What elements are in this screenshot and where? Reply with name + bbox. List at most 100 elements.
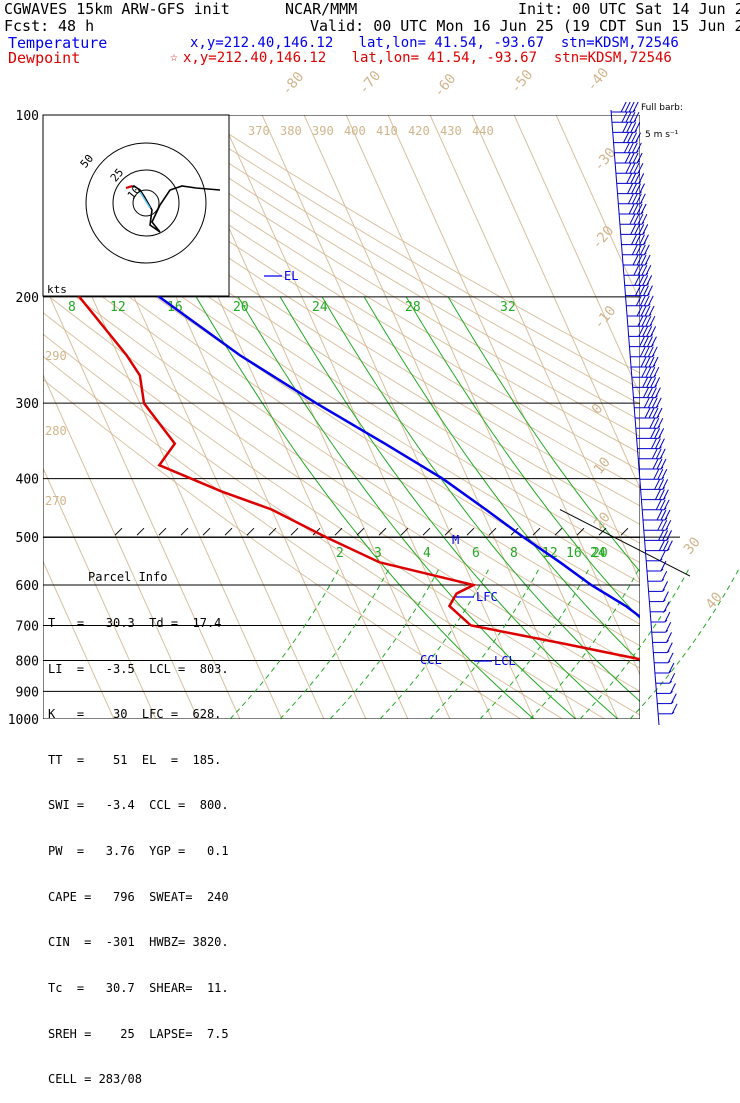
barb-feather (626, 173, 633, 184)
dry-adiabat (43, 312, 640, 716)
isotherm (43, 373, 199, 719)
barb-feather (633, 111, 640, 123)
barb-feather (664, 509, 671, 521)
isotherm (513, 115, 640, 396)
barb-feather (650, 387, 657, 398)
barb-feather (627, 132, 633, 143)
barb-feather (671, 703, 678, 715)
pressure-tick-label: 400 (16, 473, 39, 488)
barb-feather (670, 683, 676, 694)
barb-feather (631, 132, 637, 143)
mixing-ratio-line (447, 296, 640, 573)
barb-feather (662, 581, 668, 592)
barb-feather (631, 193, 638, 205)
pressure-tick-label: 100 (16, 109, 39, 124)
barb-feather (641, 264, 648, 276)
barb-feather (665, 621, 672, 633)
barb-feather (637, 315, 644, 327)
isotherm-label: -20 (589, 223, 618, 253)
barb-feather (646, 387, 653, 398)
hodograph-trace (125, 185, 221, 233)
isotherm-label: -60 (431, 71, 460, 101)
pressure-tick-label: 500 (16, 531, 39, 546)
barb-feather (655, 499, 662, 511)
dry-adiabat (133, 115, 640, 421)
hodograph-ring (85, 142, 207, 264)
dry-adiabat (43, 271, 640, 669)
barb-feather (636, 254, 643, 266)
tick-hatch (532, 527, 541, 536)
barb-feather (630, 173, 637, 184)
barb-legend-line2: 5 m s⁻¹ (645, 130, 679, 140)
parcel-row: SWI = -3.4 CCL = 800. (48, 798, 229, 813)
barb-feather (638, 173, 645, 184)
barb-feather (650, 438, 657, 449)
barb-feather (633, 264, 640, 276)
parcel-row: T = 30.3 Td = 17.4 (48, 616, 222, 631)
fcst-value: 48 h (58, 17, 95, 35)
barb-feather (658, 530, 665, 541)
barb-feather (633, 162, 640, 174)
init-time: Init: 00 UTC Sat 14 Jun 25 (518, 0, 740, 18)
barb-feather (654, 387, 661, 398)
barb-feather (641, 366, 648, 378)
wind-barb (657, 693, 677, 705)
dry-adiabat (43, 160, 640, 544)
wind-barb (611, 101, 639, 113)
barb-feather (650, 326, 657, 337)
barb-feather (638, 326, 645, 337)
lower-mixing-ratio-line (529, 566, 641, 720)
wind-barb (611, 111, 640, 123)
isotherm (43, 466, 157, 719)
wind-barb (619, 203, 647, 215)
barb-feather (651, 346, 658, 358)
barb-feather (653, 417, 660, 429)
mixing-ratio-label: 28 (405, 300, 421, 315)
barb-feather (635, 295, 642, 307)
barb-feather (661, 519, 668, 531)
barb-feather (648, 356, 655, 368)
barb-feather (646, 275, 653, 286)
isotherm-label: 20 (591, 509, 614, 532)
hodograph-units-label: kts (47, 283, 67, 296)
barb-feather (662, 489, 669, 500)
barb-feather (656, 407, 663, 419)
barb-feather (670, 693, 677, 704)
dry-adiabat (43, 143, 640, 525)
parcel-row: CAPE = 796 SWEAT= 240 (48, 889, 229, 904)
dewpoint-marker-icon: ☆ (170, 50, 178, 65)
wind-barb (642, 509, 671, 521)
wind-barb (656, 683, 676, 694)
barb-feather (637, 162, 644, 174)
mixing-ratio-label: 3 (374, 546, 382, 561)
barb-legend: Full barb: 5 m s⁻¹ (641, 86, 683, 149)
wind-barb (658, 703, 678, 715)
tick-hatch (620, 527, 629, 536)
wind-barb (623, 254, 651, 266)
annotation-ccl: CCL (420, 653, 442, 667)
wind-barb (646, 560, 667, 572)
wind-barb (614, 142, 642, 154)
barb-feather (640, 356, 647, 368)
dry-adiabat (43, 177, 640, 564)
wind-barb (654, 652, 674, 664)
barb-feather (631, 244, 638, 256)
barb-feather (631, 183, 637, 194)
barb-feather (642, 326, 649, 337)
barb-feather (662, 540, 669, 551)
barb-feather (645, 366, 652, 378)
tick-hatch (158, 527, 167, 536)
wind-barb (632, 377, 661, 388)
isotherm (429, 115, 640, 583)
wind-barb (624, 275, 653, 286)
barb-feather (658, 540, 665, 551)
barb-feather (647, 295, 654, 307)
wind-barb (627, 315, 656, 327)
barb-feather (639, 346, 646, 358)
wind-barb (631, 356, 659, 368)
barb-feather (639, 234, 645, 245)
wind-barb (623, 264, 652, 276)
isotherm-label: 30 (681, 534, 704, 557)
barb-feather (629, 111, 636, 123)
theta-label: 270 (45, 494, 67, 508)
